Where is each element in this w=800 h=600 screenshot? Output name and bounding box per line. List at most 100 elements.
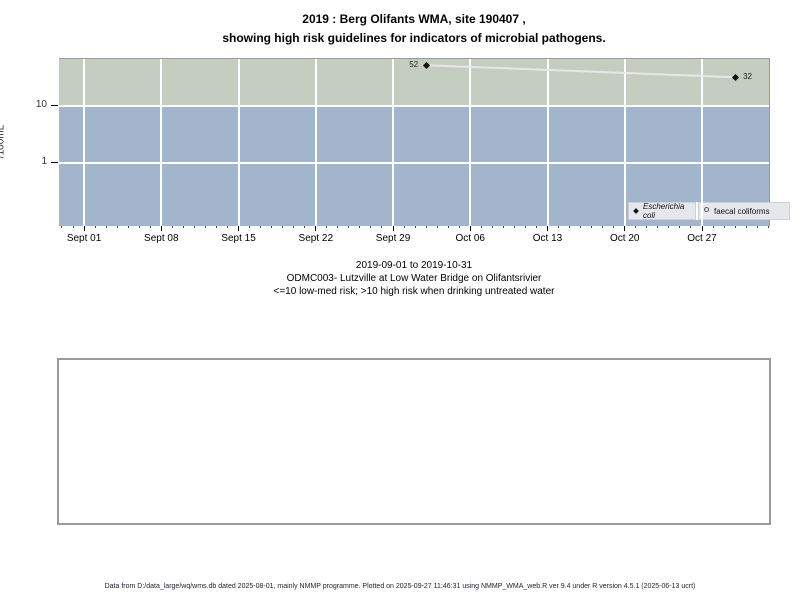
x-axis-minor-tick	[249, 226, 251, 228]
x-axis-minor-tick	[337, 226, 339, 228]
gridline-vertical	[83, 59, 86, 226]
gridline-vertical	[314, 59, 317, 226]
y-axis-tick	[51, 105, 58, 106]
x-axis-minor-tick	[657, 226, 659, 228]
chart-title-line1: 2019 : Berg Olifants WMA, site 190407 ,	[302, 12, 526, 26]
x-axis-minor-tick	[756, 226, 758, 228]
x-axis-minor-tick	[436, 226, 438, 228]
x-axis-tick-label: Oct 20	[610, 233, 640, 244]
x-axis-minor-tick	[293, 226, 295, 228]
x-axis-tick-label: Sept 08	[144, 233, 179, 244]
x-axis-minor-tick	[602, 226, 604, 228]
gridline-vertical	[701, 59, 704, 226]
legend-entry-faecal-coliforms: faecal coliforms	[698, 202, 790, 220]
x-axis-tick	[315, 226, 317, 231]
legend-label-faecal-coliforms: faecal coliforms	[714, 206, 770, 216]
x-axis-minor-tick	[304, 226, 306, 228]
gridline-vertical	[237, 59, 240, 226]
gridline-vertical	[160, 59, 163, 226]
legend-label-ecoli: Escherichia coli	[643, 202, 685, 220]
x-axis-minor-tick	[204, 226, 206, 228]
x-axis-minor-tick	[227, 226, 228, 228]
plot-panel: 52 32 Sept 01 Sept 08 Sept 15 Sept 22 Sept 29…	[0, 58, 770, 244]
y-axis-tick-label: 10	[35, 99, 47, 110]
x-axis-minor-tick	[116, 226, 118, 228]
empty-panel-box	[57, 358, 771, 525]
y-axis-tick	[51, 162, 58, 163]
x-axis-tick-label: Sept 01	[66, 233, 102, 244]
x-axis-tick-label: Sept 22	[298, 233, 334, 244]
site-description-label: ODMC003- Lutzville at Low Water Bridge o…	[286, 273, 542, 284]
x-axis-minor-tick	[149, 226, 151, 228]
gridline-vertical	[469, 59, 472, 226]
x-axis-minor-tick	[712, 226, 714, 228]
x-axis-minor-tick	[524, 226, 526, 228]
x-axis-minor-tick	[425, 226, 427, 228]
x-axis-minor-tick	[94, 226, 96, 228]
open-circle-marker-icon	[704, 206, 709, 212]
x-axis-tick-label: Sept 15	[221, 233, 256, 244]
gridline-horizontal	[59, 162, 769, 164]
x-axis-minor-tick	[535, 226, 537, 228]
x-axis-minor-tick	[613, 226, 615, 228]
x-axis-minor-tick	[171, 226, 173, 228]
x-axis-minor-tick	[491, 226, 493, 228]
gridline-vertical	[623, 59, 626, 226]
x-axis-minor-tick	[182, 226, 184, 228]
legend-entry-ecoli: Escherichia coli	[628, 202, 696, 220]
data-point-value-label: 52	[409, 60, 419, 70]
x-axis-tick-label: Oct 27	[687, 233, 717, 244]
ecoli-series-line	[426, 64, 736, 79]
y-axis-tick-label: 1	[41, 156, 47, 167]
x-axis-minor-tick	[580, 226, 582, 228]
x-axis-minor-tick	[635, 226, 637, 228]
x-axis-minor-tick	[370, 226, 372, 228]
x-axis-minor-tick	[414, 226, 416, 228]
x-axis-tick-label: Sept 29	[375, 233, 411, 244]
data-point-value-label: 32	[743, 72, 753, 82]
x-axis-minor-tick	[359, 226, 361, 228]
x-axis-minor-tick	[679, 226, 681, 228]
x-axis-minor-tick	[668, 226, 670, 228]
x-axis-minor-tick	[502, 226, 504, 228]
chart-subtitle: 2019-09-01 to 2019-10-31 ODMC003- Lutzvi…	[59, 259, 769, 298]
x-axis-minor-tick	[745, 226, 747, 228]
x-axis-minor-tick	[690, 226, 692, 228]
x-axis-minor-tick	[447, 226, 449, 228]
x-axis-minor-tick	[591, 226, 593, 228]
x-axis-minor-tick	[381, 226, 383, 228]
footer-provenance-text: Data from D:/data_large/wq/wms.db dated …	[104, 583, 696, 590]
series-line-svg	[426, 64, 736, 79]
gridline-vertical	[392, 59, 395, 226]
x-axis-minor-tick	[193, 226, 195, 228]
x-axis-minor-tick	[403, 226, 405, 228]
chart-title: 2019 : Berg Olifants WMA, site 190407 , …	[59, 10, 769, 48]
x-axis-minor-tick	[646, 226, 648, 228]
x-axis-minor-tick	[734, 226, 736, 228]
x-axis-tick	[83, 226, 85, 231]
x-axis-minor-tick	[513, 226, 515, 228]
risk-band	[59, 59, 769, 106]
x-axis-minor-tick	[271, 226, 273, 228]
x-axis-minor-tick	[61, 226, 63, 228]
x-axis-minor-tick	[767, 226, 769, 228]
x-axis-tick	[701, 226, 703, 231]
x-axis-tick	[392, 226, 394, 231]
x-axis-tick	[547, 226, 549, 231]
x-axis-minor-tick	[282, 226, 284, 228]
x-axis-minor-tick	[326, 226, 328, 228]
x-axis-minor-tick	[723, 226, 725, 228]
x-axis-tick-label: Oct 13	[532, 233, 563, 244]
x-axis-minor-tick	[138, 226, 140, 228]
x-axis-minor-tick	[569, 226, 571, 228]
x-axis-minor-tick	[105, 226, 107, 228]
x-axis-minor-tick	[480, 226, 482, 228]
x-axis-tick-label: Oct 06	[455, 233, 485, 244]
x-axis: Sept 01 Sept 08 Sept 15 Sept 22 Sept 29 Oct 0…	[59, 225, 769, 255]
x-axis-tick	[160, 226, 162, 231]
legend: Escherichia coli faecal coliforms	[628, 202, 790, 220]
chart-title-line2: showing high risk guidelines for indicat…	[222, 31, 606, 45]
x-axis-minor-tick	[458, 226, 460, 228]
x-axis-tick	[469, 226, 471, 231]
